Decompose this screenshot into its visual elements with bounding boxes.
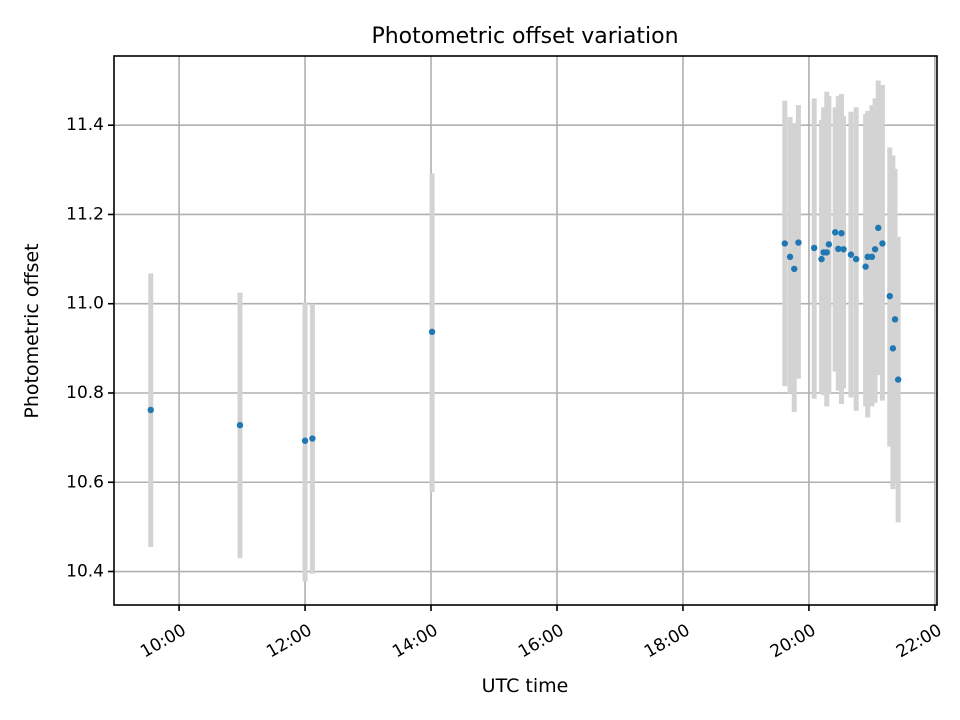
y-tick-label: 10.6 — [66, 472, 104, 492]
data-point — [838, 229, 845, 237]
data-point — [840, 246, 847, 253]
x-tick-label: 10:00 — [137, 620, 189, 662]
data-point — [871, 246, 879, 253]
data-point — [428, 328, 436, 336]
x-tick-label: 18:00 — [641, 620, 693, 662]
data-point — [835, 245, 842, 253]
y-tick-label: 11.4 — [66, 115, 104, 135]
data-point — [894, 376, 902, 383]
y-tick-label: 11.0 — [66, 294, 104, 314]
data-point — [309, 435, 316, 442]
y-tick-label: 10.8 — [66, 383, 104, 403]
data-point — [886, 292, 893, 300]
y-tick-label: 11.2 — [66, 204, 104, 224]
data-point — [818, 255, 825, 263]
plot-area-frame — [113, 55, 938, 606]
data-point — [862, 263, 869, 270]
data-point — [868, 253, 876, 261]
data-point — [852, 255, 860, 263]
data-point — [889, 345, 897, 352]
data-point — [795, 239, 802, 246]
data-point — [825, 241, 833, 248]
point-layer — [147, 224, 902, 444]
y-tick-label: 10.4 — [66, 562, 104, 582]
x-tick-label: 20:00 — [767, 620, 819, 662]
data-point — [147, 406, 154, 414]
data-point — [810, 244, 818, 252]
y-axis-label: Photometric offset — [21, 243, 43, 418]
data-point — [891, 316, 899, 323]
data-point — [823, 249, 830, 256]
errorbar-layer — [148, 80, 901, 582]
x-tick-label: 12:00 — [263, 620, 315, 662]
data-point — [879, 240, 886, 247]
data-point — [236, 421, 244, 429]
x-tick-label: 14:00 — [389, 620, 441, 662]
data-point — [781, 240, 788, 247]
x-axis-label: UTC time — [482, 675, 569, 697]
data-point — [847, 251, 855, 258]
data-point — [301, 437, 309, 444]
x-tick-label: 16:00 — [515, 620, 567, 662]
x-tick-label: 22:00 — [893, 620, 945, 662]
data-point — [875, 224, 882, 232]
data-point — [831, 229, 839, 236]
data-point — [786, 253, 794, 261]
chart-title: Photometric offset variation — [371, 24, 678, 49]
data-point — [791, 265, 798, 273]
